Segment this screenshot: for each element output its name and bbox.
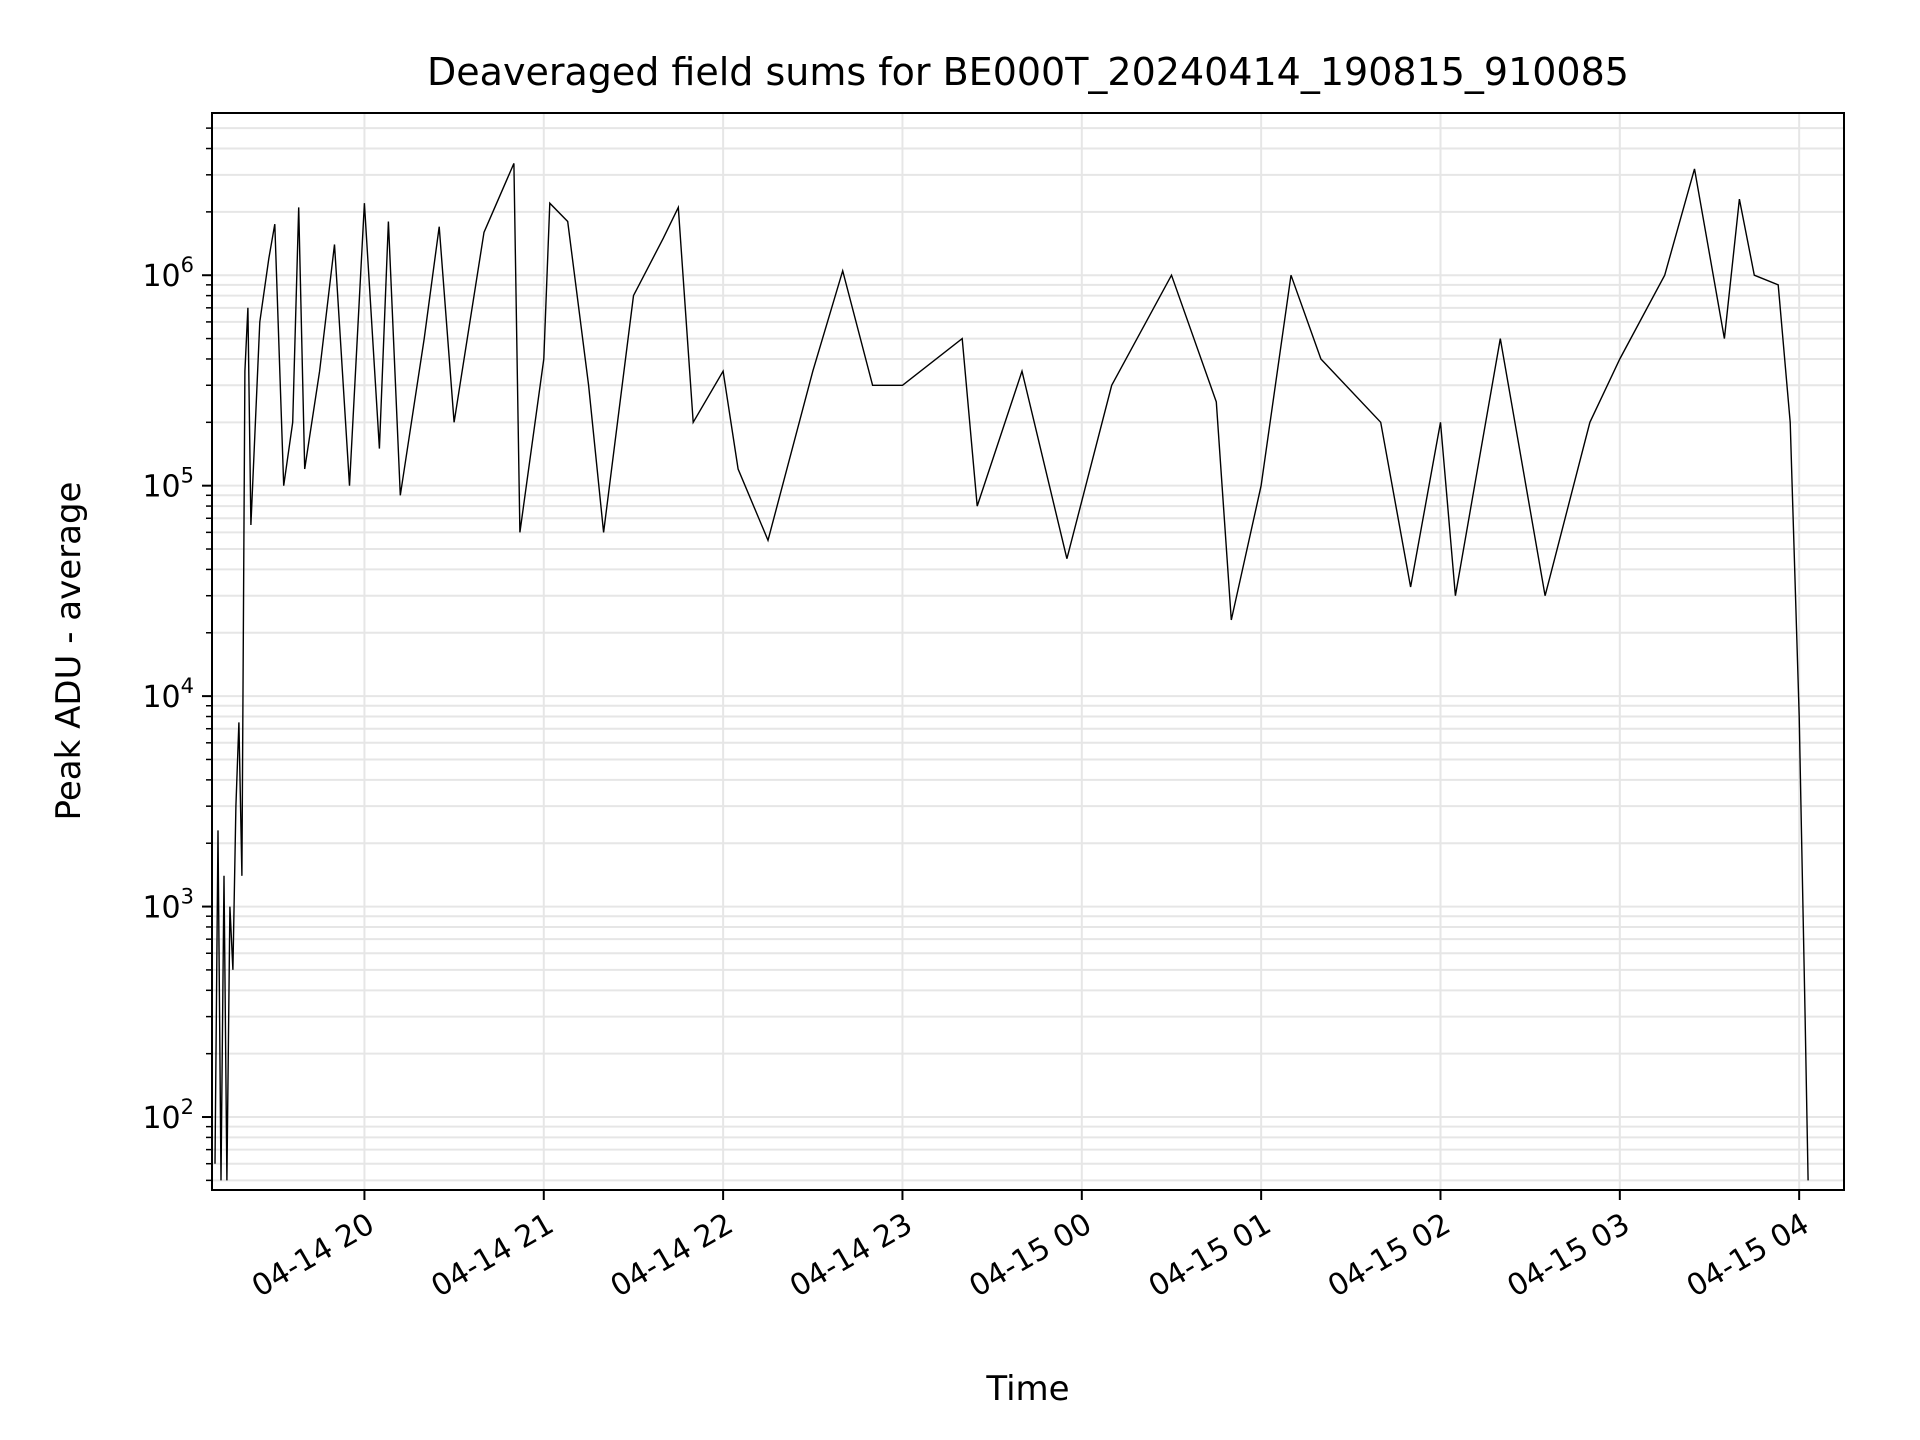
- series-line: [214, 163, 1809, 1181]
- chart-title: Deaveraged field sums for BE000T_2024041…: [427, 50, 1629, 94]
- plot-frame: [211, 112, 1845, 1191]
- y-tick-label: 106: [142, 253, 194, 294]
- series-area: [214, 163, 1809, 1181]
- x-axis-label: Time: [985, 1369, 1069, 1409]
- y-tick-label: 104: [142, 674, 194, 715]
- y-axis: 102 103 104 105 106: [142, 127, 212, 1182]
- grid: [212, 113, 1844, 1190]
- y-axis-label: Peak ADU - average: [49, 482, 89, 821]
- y-tick-label: 103: [142, 885, 194, 926]
- y-tick-label: 102: [142, 1095, 194, 1136]
- y-tick-label: 105: [142, 464, 194, 505]
